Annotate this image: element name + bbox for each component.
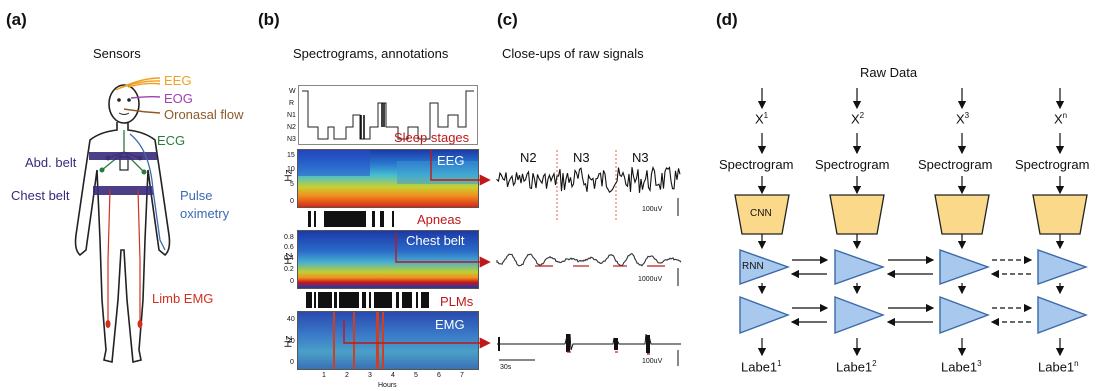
chest-scale-label: 1000uV [638,276,663,283]
sensor-oronasal-label: Oronasal flow [164,107,244,122]
x-tick-1: 1 [322,372,326,379]
hypno-level-n2: N2 [287,124,296,131]
emg-tick-40: 40 [287,316,295,323]
x-tick-3: 3 [368,372,372,379]
x-tick-4: 4 [391,372,395,379]
emg-scale-label: 100uV [642,358,663,365]
panel-d-letter: (d) [716,10,738,29]
sensor-eog-label: EOG [164,91,193,106]
panel-c-title: Close-ups of raw signals [502,46,644,61]
sensor-eeg-label: EEG [164,73,192,88]
eeg-tick-10: 10 [287,166,295,173]
col3-x-label: X3 [956,111,970,127]
panel-b-title: Spectrograms, annotations [293,46,449,61]
col2-spectrogram-label: Spectrogram [815,157,890,172]
sensor-ecg-label: ECG [157,133,186,148]
col3-spectrogram-label: Spectrogram [918,157,993,172]
col2-output-label: Labe12 [836,359,877,375]
panel-b-letter: (b) [258,10,280,29]
eeg-spectrogram-label: EEG [437,153,465,168]
chest-belt-spectrogram [297,230,479,289]
sleep-stages-label: Sleep stages [394,130,470,145]
panel-a-title: Sensors [93,46,141,61]
rnn-label: RNN [742,261,764,272]
plms-events [306,292,429,308]
sensor-limb-emg-label: Limb EMG [152,291,214,306]
chest-tick-0-4: 0.4 [284,255,294,262]
x-tick-2: 2 [345,372,349,379]
apneas-events [308,211,394,227]
col4-x-label: Xn [1054,111,1068,127]
sensor-pulse-label: Pulse [180,188,213,203]
x-tick-6: 6 [437,372,441,379]
emg-spectrogram-label: EMG [435,317,465,332]
eeg-tick-15: 15 [287,152,295,159]
chest-tick-0-8: 0.8 [284,234,294,241]
body-figure [74,77,171,364]
panel-c-letter: (c) [497,10,518,29]
chest-tick-0-2: 0.2 [284,266,294,273]
chest-tick-0-6: 0.6 [284,244,294,251]
x-tick-5: 5 [414,372,418,379]
panel-d-title: Raw Data [860,65,918,80]
eeg-scale-label: 100uV [642,206,663,213]
col1-spectrogram-label: Spectrogram [719,157,794,172]
hypno-level-n1: N1 [287,112,296,119]
col2-x-label: X2 [851,111,865,127]
col4-spectrogram-label: Spectrogram [1015,157,1090,172]
network-diagram [734,88,1089,357]
col3-output-label: Labe13 [941,359,982,375]
chest-belt-spectrogram-label: Chest belt [406,233,465,248]
sensor-abd-belt-label: Abd. belt [25,155,77,170]
stage-label-n3-b: N3 [632,150,649,165]
time-scale-label: 30s [500,364,512,371]
stage-label-n3-a: N3 [573,150,590,165]
hypno-level-r: R [289,100,295,107]
plms-label: PLMs [440,294,474,309]
hypnogram [298,85,478,145]
eeg-spectrogram [297,149,479,208]
eeg-tick-5: 5 [290,181,294,188]
panel-a-letter: (a) [6,10,27,29]
sensor-chest-belt-label: Chest belt [11,188,70,203]
chest-tick-0: 0 [290,278,294,285]
hypno-level-n3: N3 [287,136,296,143]
stage-label-n2: N2 [520,150,537,165]
hypno-level-w: W [289,88,296,95]
x-axis-label: Hours [378,382,397,389]
cnn-label: CNN [750,208,772,219]
emg-tick-20: 20 [287,338,295,345]
sensor-oximetry-label: oximetry [180,206,230,221]
raw-signals [496,150,682,366]
emg-spectrogram [297,311,479,370]
emg-tick-0: 0 [290,359,294,366]
x-tick-7: 7 [460,372,464,379]
col1-x-label: X1 [755,111,769,127]
eeg-tick-0: 0 [290,198,294,205]
apneas-label: Apneas [417,212,462,227]
col1-output-label: Labe11 [741,359,782,375]
col4-output-label: Labe1n [1038,359,1079,375]
